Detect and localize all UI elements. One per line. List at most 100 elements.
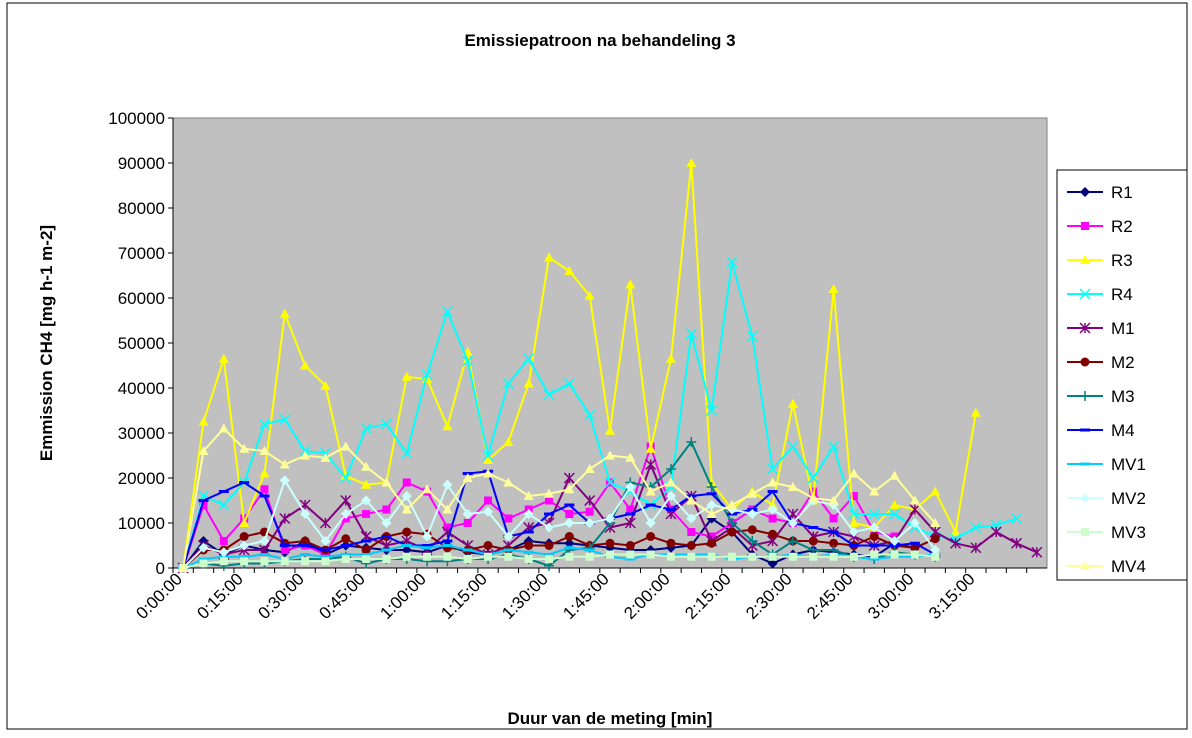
data-point (950, 537, 962, 549)
y-tick-label: 70000 (118, 244, 165, 263)
data-point (320, 380, 331, 390)
data-point (869, 486, 880, 496)
data-point (260, 557, 269, 566)
data-point (970, 521, 982, 534)
data-point (301, 557, 310, 566)
data-point (686, 158, 697, 167)
data-point (870, 550, 879, 559)
data-point (524, 541, 534, 550)
series (178, 423, 941, 572)
data-point (625, 279, 636, 289)
data-point (646, 532, 656, 541)
data-point (380, 418, 392, 430)
data-point (503, 437, 514, 446)
legend-marker (1080, 391, 1090, 401)
data-point (848, 518, 859, 527)
data-point (584, 290, 595, 300)
data-point (360, 422, 372, 435)
data-point (828, 440, 840, 453)
legend-label: MV4 (1111, 557, 1146, 576)
data-point (829, 514, 838, 523)
data-point (361, 479, 372, 489)
data-point (564, 532, 574, 541)
data-point (767, 463, 779, 475)
data-point (564, 484, 575, 494)
data-point (848, 468, 859, 478)
data-point (543, 389, 555, 401)
data-point (320, 536, 331, 546)
data-point (361, 461, 372, 471)
data-point (219, 537, 228, 545)
legend-marker (1080, 561, 1090, 570)
legend-marker (1079, 322, 1091, 334)
data-point (218, 547, 229, 558)
data-point (523, 378, 534, 388)
data-point (645, 486, 656, 496)
data-point (787, 440, 799, 453)
data-point (848, 527, 859, 537)
data-point (279, 475, 290, 486)
data-point (340, 470, 351, 480)
data-point (767, 558, 778, 569)
data-point (868, 508, 880, 520)
legend-marker (1080, 187, 1090, 197)
data-point (808, 493, 819, 503)
data-point (625, 482, 636, 492)
data-point (483, 506, 494, 517)
data-point (442, 421, 453, 431)
data-point (523, 509, 534, 519)
data-point (544, 252, 555, 262)
data-point (340, 509, 351, 519)
data-point (585, 507, 594, 516)
data-point (787, 482, 798, 491)
data-point (259, 468, 270, 478)
data-point (726, 256, 738, 268)
data-point (240, 557, 249, 566)
data-point (545, 496, 554, 505)
data-point (523, 491, 534, 500)
data-point (665, 477, 676, 487)
data-point (970, 407, 981, 417)
data-point (564, 266, 575, 275)
data-point (483, 455, 494, 464)
data-point (300, 360, 311, 370)
data-point (645, 518, 656, 528)
data-point (686, 495, 697, 505)
legend-label: R1 (1111, 183, 1133, 202)
data-point (198, 416, 209, 426)
data-point (178, 563, 189, 572)
data-point (787, 536, 798, 546)
data-point (219, 557, 228, 566)
data-point (767, 477, 778, 487)
data-point (685, 328, 697, 340)
data-point (239, 532, 249, 541)
y-tick-label: 100000 (108, 109, 165, 128)
data-point (727, 527, 737, 537)
data-point (747, 536, 758, 546)
data-point (666, 538, 676, 548)
data-point (198, 446, 209, 455)
data-point (239, 518, 250, 527)
data-point (280, 557, 289, 566)
y-tick-label: 40000 (118, 379, 165, 398)
data-point (321, 557, 330, 566)
legend-label: R2 (1111, 217, 1133, 236)
series-line (182, 261, 1017, 569)
data-point (768, 514, 777, 523)
legend-marker (1081, 528, 1089, 536)
data-point (909, 503, 921, 516)
data-point (362, 555, 371, 563)
data-point (563, 472, 575, 484)
data-point (706, 482, 717, 492)
legend-marker (1081, 222, 1089, 230)
data-point (504, 552, 513, 561)
legend-marker (1080, 357, 1090, 367)
data-point (726, 518, 737, 528)
data-point (665, 464, 676, 474)
data-point (829, 552, 838, 561)
data-point (747, 525, 757, 535)
legend-label: M1 (1111, 319, 1135, 338)
data-point (239, 540, 250, 551)
data-point (381, 518, 392, 528)
